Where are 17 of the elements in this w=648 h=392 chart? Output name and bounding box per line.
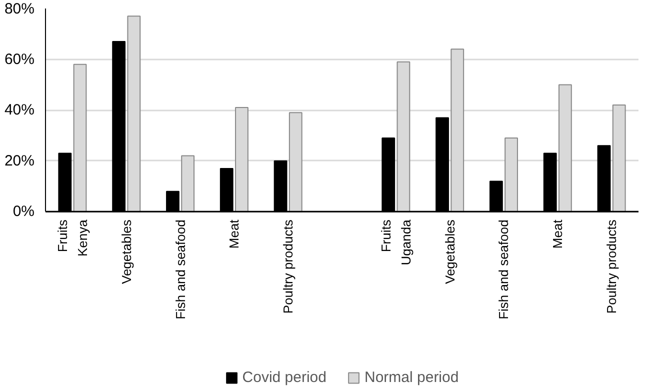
x-tick-label: Poultry products bbox=[280, 219, 296, 314]
x-tick-label: Fish and seafood bbox=[496, 220, 512, 320]
x-tick-label: Poultry products bbox=[604, 219, 620, 314]
x-tick-label: Meat bbox=[226, 219, 242, 249]
x-tick-label: Fruits Uganda bbox=[378, 218, 414, 266]
x-tick-label: Vegetables bbox=[442, 219, 458, 284]
x-tick-label: Vegetables bbox=[118, 219, 134, 284]
y-tick-label: 60% bbox=[4, 50, 35, 68]
x-tick-label: Meat bbox=[550, 219, 566, 249]
y-tick-label: 80% bbox=[4, 0, 35, 18]
x-tick-label: Fruits Kenya bbox=[54, 218, 90, 257]
x-tick-label: Fish and seafood bbox=[172, 220, 188, 320]
y-tick-label: 20% bbox=[4, 152, 35, 170]
y-tick-label: 0% bbox=[12, 203, 35, 220]
legend-label: Covid period bbox=[242, 369, 326, 386]
legend-label: Normal period bbox=[364, 369, 459, 386]
y-tick-label: 40% bbox=[4, 102, 35, 119]
